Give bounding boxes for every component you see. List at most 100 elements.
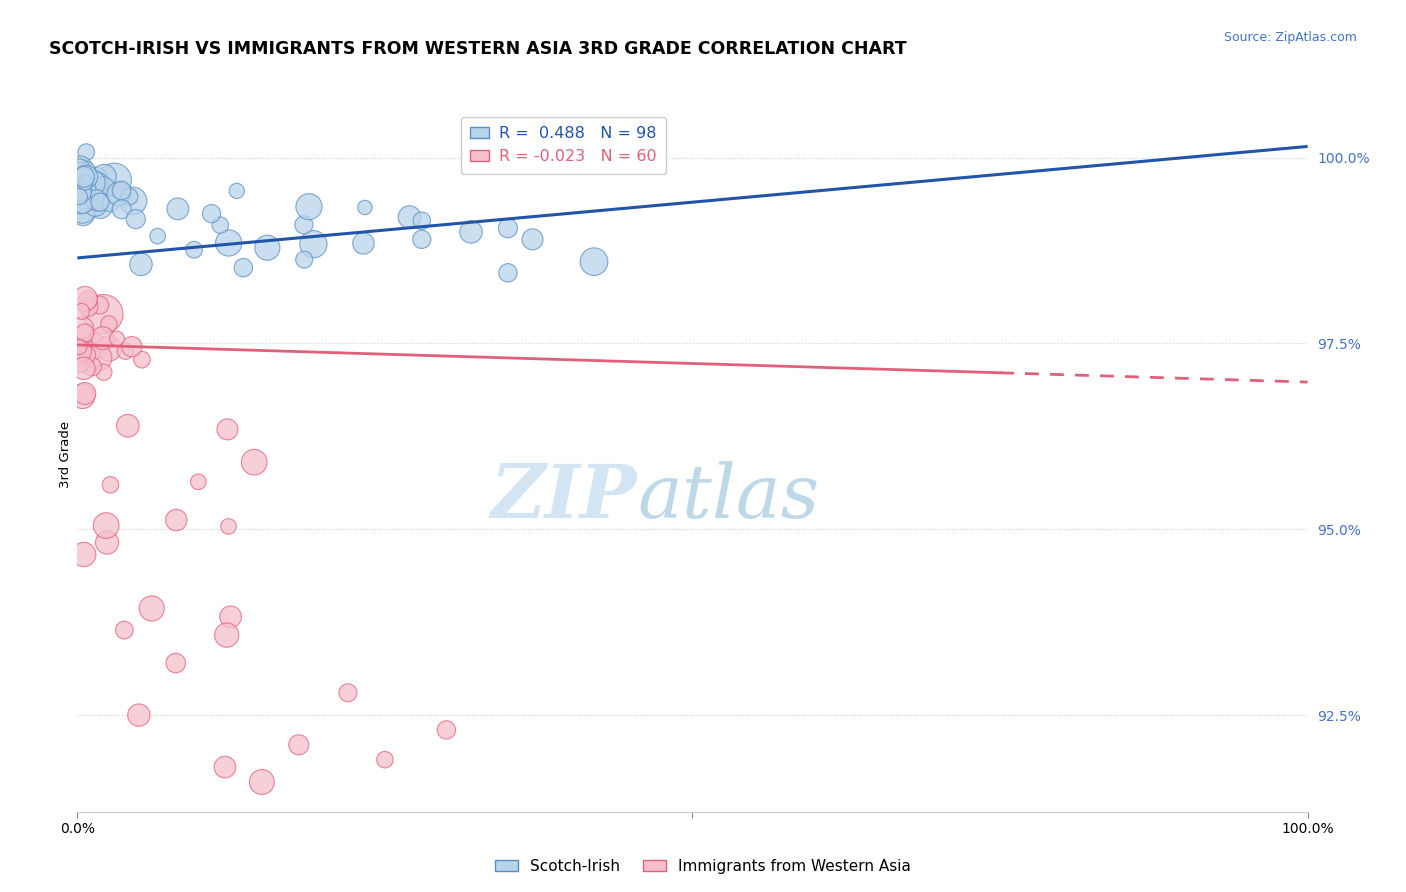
Point bbox=[91, 331, 114, 345]
Point bbox=[69, 183, 91, 197]
Point bbox=[73, 386, 96, 401]
Point bbox=[73, 169, 96, 184]
Point bbox=[75, 176, 97, 190]
Point bbox=[411, 232, 433, 246]
Point bbox=[75, 164, 97, 178]
Point bbox=[69, 344, 91, 359]
Point bbox=[73, 171, 96, 186]
Point bbox=[105, 332, 128, 346]
Text: atlas: atlas bbox=[637, 461, 820, 534]
Point bbox=[82, 176, 104, 190]
Point bbox=[96, 535, 118, 549]
Point bbox=[67, 164, 90, 178]
Point bbox=[256, 241, 278, 255]
Point bbox=[77, 293, 100, 307]
Point bbox=[72, 389, 94, 403]
Point bbox=[218, 235, 240, 250]
Point bbox=[100, 196, 122, 211]
Text: ZIP: ZIP bbox=[491, 461, 637, 534]
Point bbox=[411, 213, 433, 227]
Point bbox=[436, 723, 458, 737]
Point bbox=[66, 186, 89, 200]
Point bbox=[73, 292, 96, 306]
Point bbox=[67, 340, 90, 354]
Point bbox=[67, 186, 90, 200]
Point bbox=[107, 186, 129, 201]
Point bbox=[374, 753, 396, 767]
Point bbox=[83, 340, 105, 354]
Point bbox=[128, 708, 150, 723]
Point bbox=[72, 321, 94, 335]
Point bbox=[292, 252, 315, 267]
Point bbox=[73, 188, 96, 202]
Point bbox=[72, 196, 94, 211]
Point bbox=[75, 186, 97, 200]
Point bbox=[89, 199, 111, 213]
Point bbox=[117, 418, 139, 433]
Legend: R =  0.488   N = 98, R = -0.023   N = 60: R = 0.488 N = 98, R = -0.023 N = 60 bbox=[461, 117, 666, 174]
Point bbox=[97, 317, 120, 331]
Point bbox=[77, 300, 100, 314]
Point bbox=[141, 601, 163, 615]
Point bbox=[146, 229, 169, 244]
Point bbox=[96, 518, 118, 533]
Point bbox=[93, 169, 115, 184]
Point bbox=[165, 656, 187, 670]
Point bbox=[69, 168, 91, 182]
Point bbox=[87, 186, 110, 200]
Point bbox=[75, 169, 97, 184]
Point bbox=[75, 183, 97, 197]
Point bbox=[87, 351, 110, 365]
Point bbox=[70, 304, 93, 318]
Point bbox=[121, 340, 143, 354]
Point bbox=[110, 184, 132, 198]
Point bbox=[91, 181, 114, 195]
Point bbox=[103, 173, 125, 187]
Point bbox=[82, 186, 104, 200]
Point bbox=[496, 266, 519, 280]
Point bbox=[111, 202, 134, 217]
Point bbox=[77, 181, 100, 195]
Y-axis label: 3rd Grade: 3rd Grade bbox=[59, 421, 72, 489]
Point bbox=[354, 201, 377, 215]
Point bbox=[200, 206, 222, 220]
Point bbox=[75, 145, 97, 160]
Point bbox=[72, 186, 94, 200]
Point bbox=[67, 176, 90, 190]
Point bbox=[122, 194, 145, 208]
Point bbox=[93, 307, 115, 321]
Point bbox=[70, 182, 93, 196]
Point bbox=[352, 236, 374, 251]
Point bbox=[73, 326, 96, 340]
Point bbox=[89, 195, 111, 210]
Point bbox=[114, 344, 136, 359]
Point bbox=[70, 169, 93, 183]
Point bbox=[69, 196, 91, 211]
Point bbox=[496, 221, 519, 235]
Point bbox=[70, 190, 93, 204]
Point bbox=[398, 210, 420, 224]
Point bbox=[460, 225, 482, 239]
Point bbox=[209, 218, 232, 232]
Point bbox=[77, 172, 100, 186]
Point bbox=[288, 738, 311, 752]
Point bbox=[67, 184, 90, 198]
Point bbox=[89, 298, 111, 312]
Point bbox=[292, 218, 315, 232]
Point bbox=[66, 351, 89, 366]
Point bbox=[214, 760, 236, 774]
Point bbox=[522, 232, 544, 246]
Point bbox=[73, 182, 96, 196]
Point bbox=[67, 342, 90, 356]
Point bbox=[76, 348, 98, 362]
Point bbox=[76, 340, 98, 354]
Point bbox=[118, 189, 141, 203]
Point bbox=[187, 475, 209, 489]
Point bbox=[112, 623, 135, 637]
Point bbox=[69, 358, 91, 372]
Point bbox=[67, 191, 90, 205]
Point bbox=[87, 186, 110, 200]
Point bbox=[232, 260, 254, 275]
Text: SCOTCH-IRISH VS IMMIGRANTS FROM WESTERN ASIA 3RD GRADE CORRELATION CHART: SCOTCH-IRISH VS IMMIGRANTS FROM WESTERN … bbox=[49, 40, 907, 58]
Point bbox=[100, 478, 122, 492]
